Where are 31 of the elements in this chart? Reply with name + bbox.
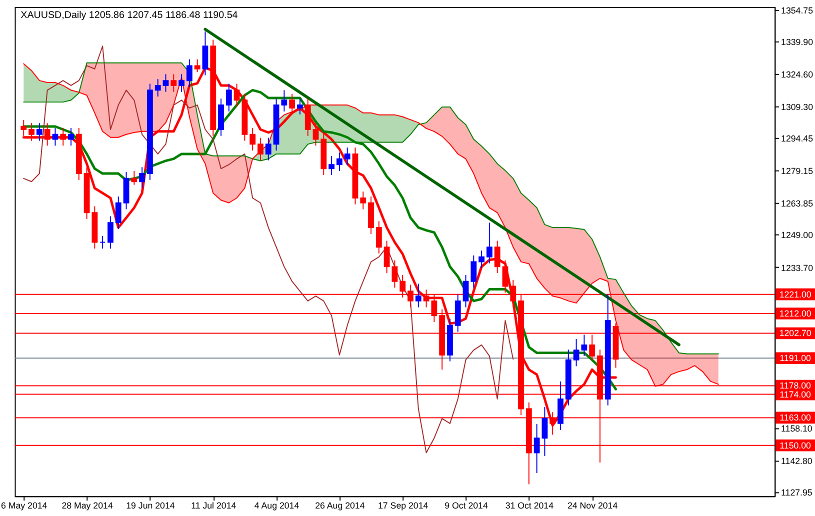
y-tick-label: 1294.45 [781, 134, 814, 144]
y-tick-label: 1249.00 [781, 230, 814, 240]
x-tick-label: 31 Oct 2014 [505, 500, 554, 510]
y-tick-label: 1233.70 [781, 262, 814, 273]
x-tick-label: 19 Jun 2014 [126, 500, 175, 510]
x-tick-label: 17 Sep 2014 [378, 500, 428, 510]
y-tick-label: 1309.30 [781, 102, 814, 112]
y-tick-label: 1324.60 [781, 69, 814, 80]
y-tick-label: 1339.90 [781, 36, 814, 47]
x-tick-label: 9 Oct 2014 [444, 500, 488, 510]
ref-line-label: 1150.00 [780, 440, 812, 450]
y-tick-label: 1279.15 [781, 166, 814, 176]
ref-line-label: 1212.00 [779, 308, 812, 318]
ref-line-label: 1202.70 [779, 328, 812, 338]
ref-line-label: 1178.00 [780, 380, 812, 391]
ref-line-label: 1191.00 [780, 353, 812, 364]
y-tick-label: 1263.85 [781, 198, 814, 209]
y-tick-label: 1142.80 [781, 456, 812, 466]
x-tick-label: 28 May 2014 [62, 500, 113, 510]
x-tick-label: 6 May 2014 [1, 500, 48, 510]
x-tick-label: 26 Aug 2014 [315, 500, 365, 510]
x-tick-label: 24 Nov 2014 [567, 500, 618, 510]
ref-line-label: 1174.00 [780, 389, 812, 400]
chart-title: XAUUSD,Daily 1205.86 1207.45 1186.48 1190.54 [20, 10, 238, 21]
y-tick-label: 1127.95 [781, 488, 812, 498]
x-tick-label: 4 Aug 2014 [254, 500, 300, 510]
y-tick-label: 1158.10 [781, 424, 812, 434]
ref-line-label: 1163.00 [780, 412, 812, 423]
ref-line-label: 1221.00 [779, 289, 812, 300]
y-tick-label: 1354.75 [781, 5, 814, 16]
x-tick-label: 11 Jul 2014 [191, 500, 236, 510]
